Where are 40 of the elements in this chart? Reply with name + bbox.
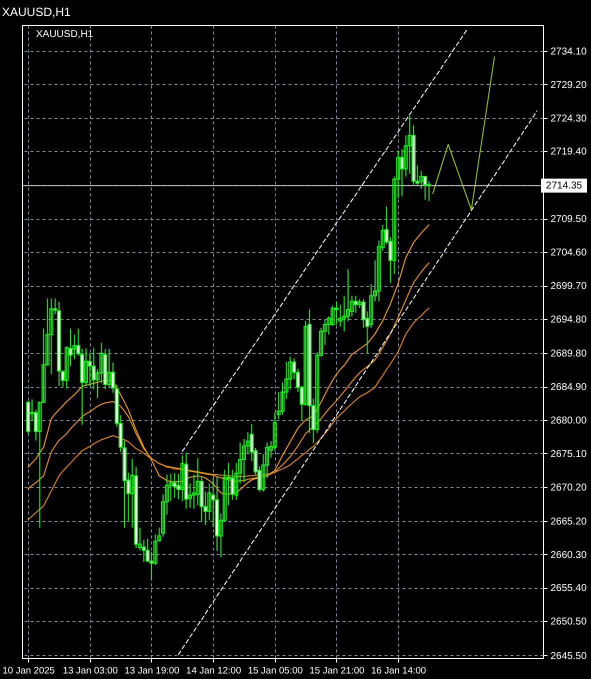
candlestick: [354, 295, 358, 314]
line-series: [28, 308, 430, 520]
y-tick-label: 2665.20: [550, 516, 588, 528]
candlestick: [172, 472, 177, 498]
x-tick-label: 13 Jan 03:00: [62, 666, 118, 676]
y-tick-label: 2645.50: [550, 650, 588, 662]
annotation: XAUUSD,H1: [36, 29, 94, 40]
x-tick-label: 10 Jan 2025: [2, 666, 55, 676]
y-tick-label: 2684.90: [550, 382, 588, 394]
y-tick-label: 2655.40: [550, 583, 588, 594]
line-series: [182, 28, 468, 452]
y-tick-label: 2734.10: [550, 46, 588, 58]
y-tick-label: 2694.80: [550, 314, 588, 326]
line-series: [432, 56, 495, 210]
y-tick-label: 2689.80: [550, 348, 588, 360]
x-tick-label: 15 Jan 21:00: [309, 666, 364, 676]
y-tick-label: 2709.50: [550, 214, 588, 226]
candlestick: [196, 458, 200, 506]
x-tick-label: 13 Jan 19:00: [124, 666, 180, 676]
y-tick-label: 2675.10: [550, 448, 588, 460]
y-tick-label: 2719.40: [550, 146, 588, 158]
x-tick-label: 14 Jan 12:00: [186, 666, 242, 676]
candlestick: [334, 300, 338, 325]
y-tick-label: 2660.30: [550, 550, 588, 561]
candlestick: [84, 348, 88, 386]
y-tick-label: 2650.50: [550, 616, 588, 628]
ref-line-label: 2714.35: [546, 180, 583, 192]
x-tick-label: 15 Jan 05:00: [248, 666, 303, 676]
line-series: [28, 224, 430, 495]
chart-title: XAUUSD,H1: [2, 5, 72, 19]
y-tick-label: 2699.70: [550, 281, 588, 292]
y-tick-label: 2704.60: [550, 248, 588, 259]
y-tick-label: 2729.20: [550, 80, 588, 91]
x-tick-label: 16 Jan 14:00: [371, 666, 426, 676]
candlestick: [49, 298, 54, 375]
y-tick-label: 2724.30: [550, 113, 588, 124]
candlestick: [107, 348, 112, 388]
y-tick-label: 2670.20: [550, 482, 588, 494]
y-tick-label: 2680.00: [550, 415, 588, 426]
line-series: [178, 110, 538, 656]
